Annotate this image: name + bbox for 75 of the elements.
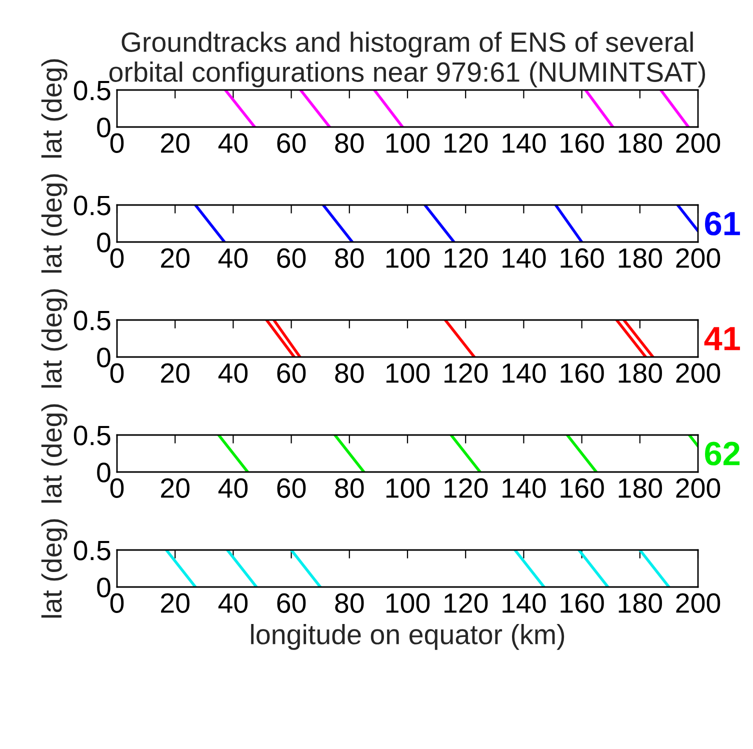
- text: 62: [705, 442, 740, 466]
- x-tick-label: 80: [335, 363, 364, 383]
- x-tick-label: 80: [335, 478, 364, 498]
- x-tick-label: 40: [218, 593, 248, 613]
- x-tick-label: 120: [444, 363, 488, 383]
- x-tick-label: 160: [560, 478, 604, 498]
- y-axis-title: lat (deg): [41, 519, 68, 618]
- x-tick-label: 100: [386, 363, 430, 383]
- x-tick-label: 120: [444, 593, 488, 613]
- x-tick-label: 120: [444, 478, 488, 498]
- chart-title: Groundtracks and histogram of ENS of several orbital configurations near 979:61 (NUMINTSAT): [109, 32, 706, 88]
- y-tick-label: 0.5: [74, 540, 110, 560]
- x-tick-label: 60: [277, 363, 306, 383]
- x-tick-label: 20: [161, 478, 190, 498]
- x-tick-label: 120: [444, 248, 488, 268]
- y-tick-label: 0: [97, 118, 110, 138]
- x-tick-label: 0: [110, 363, 124, 383]
- y-tick-label: 0.5: [74, 426, 110, 446]
- x-tick-label: 100: [386, 248, 430, 268]
- x-tick-label: 100: [386, 593, 430, 613]
- y-tick-label: 0.5: [74, 310, 110, 330]
- y-tick-label: 0.5: [74, 196, 110, 216]
- x-tick-label: 0: [110, 248, 124, 268]
- x-tick-label: 80: [335, 248, 364, 268]
- y-axis-title: lat (deg): [41, 59, 68, 158]
- x-tick-label: 100: [386, 133, 430, 153]
- x-tick-label: 160: [560, 133, 604, 153]
- x-tick-label: 140: [502, 363, 546, 383]
- x-tick-label: 20: [161, 248, 190, 268]
- x-tick-label: 160: [560, 363, 604, 383]
- x-tick-label: 140: [502, 133, 546, 153]
- x-tick-label: 180: [618, 363, 662, 383]
- x-tick-label: 180: [618, 248, 662, 268]
- x-tick-label: 200: [676, 363, 720, 383]
- x-tick-label: 140: [502, 248, 546, 268]
- text: 41: [704, 327, 740, 350]
- y-axis-title: lat (deg): [41, 404, 68, 503]
- x-tick-label: 20: [161, 133, 190, 153]
- x-tick-label: 40: [218, 248, 248, 268]
- x-tick-label: 160: [560, 248, 604, 268]
- y-tick-label: 0: [97, 462, 110, 482]
- text: 61: [705, 212, 740, 236]
- y-tick-label: 0: [97, 232, 110, 252]
- x-tick-label: 160: [560, 593, 604, 613]
- x-tick-label: 40: [218, 478, 248, 498]
- x-tick-label: 200: [676, 248, 720, 268]
- x-tick-label: 200: [676, 133, 720, 153]
- x-tick-label: 60: [277, 133, 306, 153]
- x-tick-label: 0: [110, 478, 124, 498]
- x-tick-label: 80: [335, 593, 364, 613]
- x-tick-label: 200: [676, 593, 720, 613]
- x-tick-label: 40: [218, 133, 248, 153]
- y-tick-label: 0.5: [74, 80, 110, 100]
- x-tick-label: 0: [110, 593, 124, 613]
- y-axis-title: lat (deg): [41, 174, 68, 273]
- x-tick-label: 40: [218, 363, 248, 383]
- x-tick-label: 180: [618, 478, 662, 498]
- x-tick-label: 180: [618, 593, 662, 613]
- x-axis-title: longitude on equator (km): [251, 624, 564, 650]
- x-tick-label: 0: [110, 133, 124, 153]
- x-tick-label: 140: [502, 478, 546, 498]
- x-tick-label: 60: [277, 478, 306, 498]
- y-tick-label: 0: [97, 578, 110, 598]
- x-tick-label: 180: [618, 133, 662, 153]
- x-tick-label: 60: [277, 248, 306, 268]
- x-tick-label: 100: [386, 478, 430, 498]
- x-tick-label: 20: [161, 363, 190, 383]
- y-axis-title: lat (deg): [41, 289, 68, 388]
- x-tick-label: 80: [335, 133, 364, 153]
- x-tick-label: 200: [676, 478, 720, 498]
- y-tick-label: 0: [97, 348, 110, 368]
- x-tick-label: 140: [502, 593, 546, 613]
- x-tick-label: 60: [277, 593, 306, 613]
- x-tick-label: 120: [444, 133, 488, 153]
- x-tick-label: 20: [161, 593, 190, 613]
